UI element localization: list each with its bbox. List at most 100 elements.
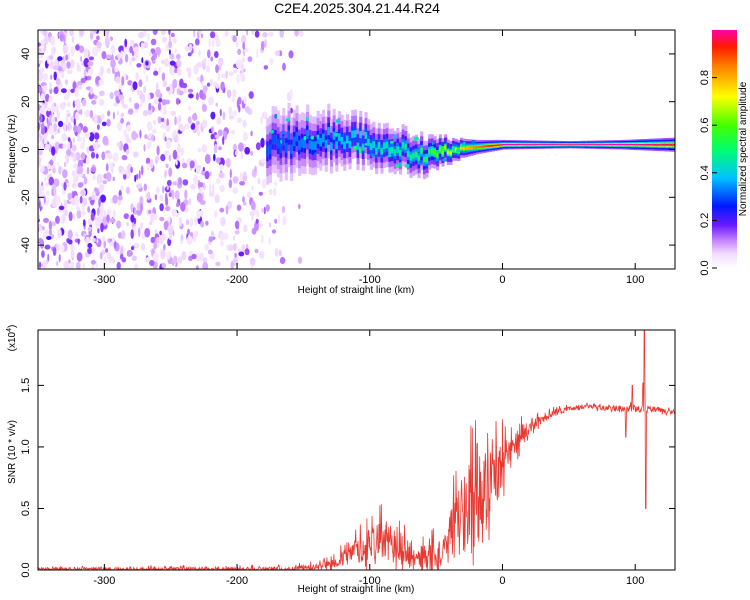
noise-cell — [38, 200, 41, 210]
noise-cell — [298, 204, 301, 209]
snr-plot-area — [38, 330, 675, 570]
noise-cell — [45, 93, 50, 102]
noise-cell — [203, 57, 207, 65]
noise-cell — [51, 114, 55, 124]
spectrogram-x-label: Height of straight line (km) — [298, 285, 415, 296]
noise-cell — [220, 216, 226, 227]
noise-cell — [51, 221, 55, 226]
noise-cell — [106, 214, 110, 222]
noise-cell — [176, 88, 181, 95]
x-tick-label: -300 — [93, 575, 115, 587]
noise-cell — [65, 115, 69, 124]
band-cell — [388, 147, 392, 154]
noise-cell — [77, 182, 84, 188]
band-cell — [314, 141, 318, 150]
noise-cell — [168, 192, 172, 197]
noise-cell — [195, 120, 200, 126]
noise-cell — [149, 159, 154, 169]
noise-cell — [177, 136, 179, 142]
noise-cell — [219, 184, 225, 193]
noise-cell — [145, 61, 149, 66]
noise-cell — [75, 175, 78, 184]
noise-cell — [254, 221, 259, 232]
noise-cell — [168, 154, 172, 162]
noise-cell — [240, 152, 244, 160]
band-cell — [614, 144, 618, 146]
band-blob — [270, 129, 275, 134]
band-blob — [370, 153, 375, 157]
noise-cell — [139, 196, 144, 206]
noise-cell — [180, 202, 186, 212]
noise-cell — [76, 209, 82, 219]
noise-cell — [96, 239, 99, 244]
noise-cell — [187, 52, 192, 57]
noise-cell — [52, 167, 56, 174]
x-tick-label: -100 — [359, 575, 381, 587]
noise-cell — [79, 45, 85, 53]
noise-cell — [72, 81, 77, 90]
band-blob — [440, 146, 445, 150]
band-cell — [632, 143, 636, 146]
noise-cell — [206, 82, 211, 87]
noise-cell — [235, 41, 239, 48]
band-cell — [412, 152, 416, 159]
noise-cell — [269, 58, 274, 65]
noise-cell — [140, 98, 143, 108]
noise-cell — [70, 249, 75, 258]
band-cell — [515, 144, 519, 146]
noise-cell — [87, 206, 90, 213]
noise-cell — [127, 45, 130, 53]
noise-cell — [235, 59, 242, 69]
band-cell — [383, 142, 387, 150]
noise-cell — [175, 160, 178, 166]
noise-cell — [98, 198, 101, 208]
noise-cell — [215, 83, 220, 89]
noise-cell — [211, 230, 214, 238]
noise-cell — [38, 226, 43, 232]
noise-cell — [38, 42, 41, 47]
band-cell — [619, 144, 623, 146]
noise-cell — [267, 31, 274, 37]
noise-cell — [129, 46, 133, 54]
noise-cell — [75, 44, 80, 51]
noise-cell — [172, 261, 175, 266]
noise-cell — [86, 146, 90, 154]
noise-cell — [214, 210, 218, 218]
noise-cell — [51, 146, 56, 156]
noise-cell — [44, 177, 47, 182]
noise-cell — [69, 30, 74, 37]
noise-cell — [75, 261, 81, 269]
band-cell — [595, 144, 599, 146]
snr-scale-note: (x104) — [6, 325, 18, 352]
noise-cell — [161, 36, 167, 43]
noise-cell — [192, 113, 198, 121]
noise-cell — [201, 104, 207, 112]
noise-cell — [74, 87, 79, 98]
snr-panel: -300 -200 -100 0 100 0.0 0.5 1.0 1.5 Height of … — [6, 325, 676, 595]
noise-cell — [90, 212, 95, 221]
band-cell — [391, 146, 395, 154]
noise-cell — [246, 30, 249, 36]
band-cell — [306, 130, 310, 139]
band-cell — [505, 144, 509, 146]
band-cell — [483, 145, 487, 148]
noise-cell — [156, 145, 160, 156]
noise-cell — [222, 232, 229, 240]
noise-cell — [63, 30, 67, 33]
noise-cell — [147, 93, 151, 102]
noise-cell — [133, 50, 139, 59]
noise-cell — [143, 41, 149, 49]
noise-cell — [173, 255, 178, 264]
noise-cell — [121, 98, 124, 105]
band-cell — [486, 145, 490, 148]
noise-cell — [75, 231, 79, 238]
noise-cell — [294, 30, 299, 37]
snr-y-label: SNR (10 * v/v) — [7, 420, 18, 484]
band-cell — [475, 146, 479, 149]
noise-cell — [126, 124, 131, 133]
band-cell — [510, 144, 514, 146]
noise-cell — [83, 176, 88, 185]
noise-cell — [42, 30, 48, 37]
noise-cell — [141, 57, 144, 64]
noise-cell — [208, 236, 213, 243]
